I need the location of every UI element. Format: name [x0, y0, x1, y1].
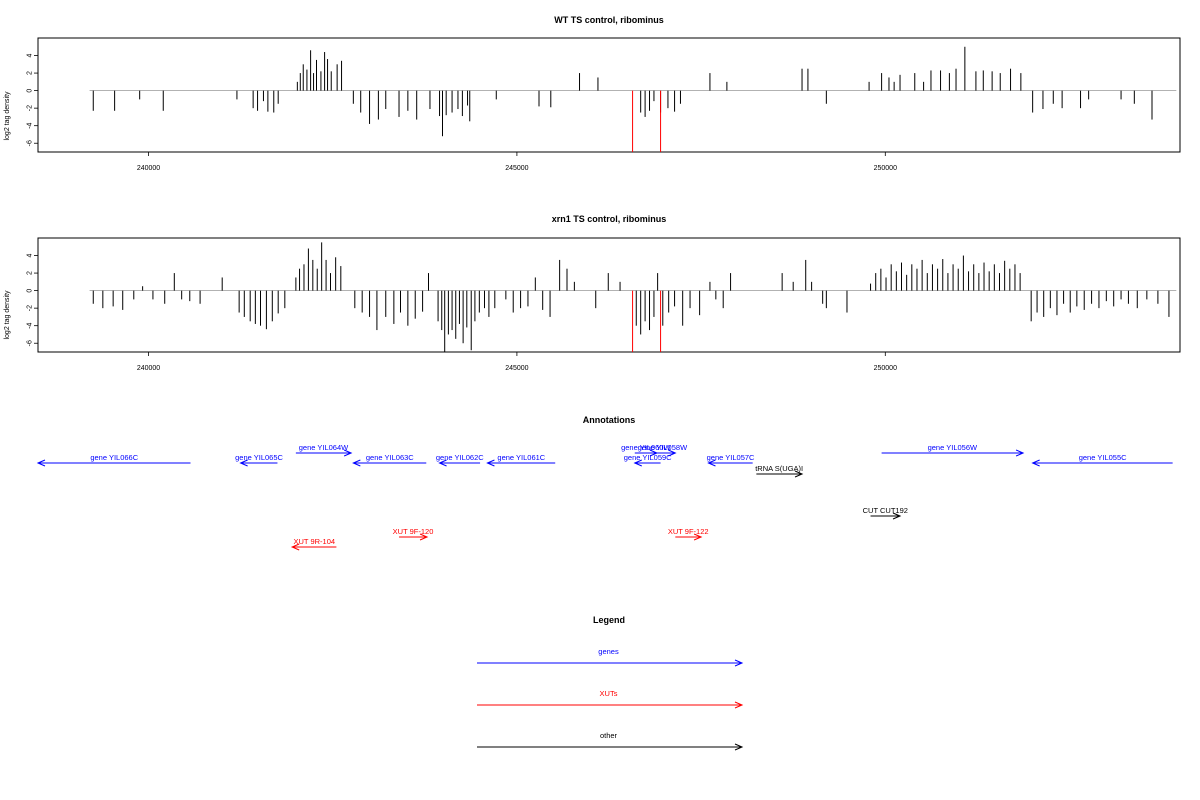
x-tick-label: 250000	[874, 165, 897, 172]
feature-label: XUT 9R-104	[294, 537, 336, 546]
chart-panel-wt: WT TS control, ribominus log2 tag densit…	[4, 15, 1181, 172]
annotation-feature: gene YIL061C	[486, 453, 556, 467]
feature-arrowhead	[707, 459, 716, 467]
feature-arrowhead	[290, 543, 300, 551]
legend-arrowhead	[734, 659, 744, 667]
y-axis-label-wt: log2 tag density	[4, 91, 11, 141]
x-tick-label: 250000	[874, 365, 897, 372]
annotation-feature: gene YIL059C	[624, 453, 672, 467]
feature-label: gene YIL055C	[1079, 453, 1127, 462]
legend-item-other: other	[477, 731, 744, 751]
plot-frame	[37, 37, 1181, 153]
legend-title: Legend	[593, 615, 625, 625]
y-tick-label: 4	[26, 253, 33, 257]
chart-title-xrn1: xrn1 TS control, ribominus	[552, 214, 667, 224]
feature-arrowhead	[633, 459, 642, 467]
annotations-track: Annotations gene YIL066C gene YIL065C gene…	[36, 415, 1173, 551]
feature-arrowhead	[239, 459, 248, 467]
feature-label: gene YIL057C	[707, 453, 755, 462]
annotation-feature: gene YIL063C	[352, 453, 427, 467]
y-tick-label: -2	[26, 105, 33, 111]
y-tick-label: -4	[26, 322, 33, 328]
legend-label: XUTs	[600, 689, 618, 698]
legend-label: other	[600, 731, 618, 740]
feature-label: gene YIL064W	[299, 443, 349, 452]
feature-arrowhead	[486, 459, 495, 467]
annotation-feature: gene YIL056W	[881, 443, 1025, 457]
y-tick-label: -4	[26, 122, 33, 128]
annotation-feature: XUT 9F-122	[668, 527, 709, 541]
chart-title-wt: WT TS control, ribominus	[554, 15, 664, 25]
y-tick-label: 2	[26, 71, 33, 75]
annotation-feature: gene YIL058W	[638, 443, 688, 457]
annotation-feature: tRNA S(UGA)I	[755, 464, 804, 478]
feature-arrowhead	[668, 449, 677, 457]
annotation-feature: XUT 9R-104	[290, 537, 337, 551]
x-tick-label: 240000	[137, 365, 160, 372]
annotations-title: Annotations	[583, 415, 636, 425]
x-tick-label: 245000	[505, 365, 528, 372]
feature-label: XUT 9F-120	[393, 527, 434, 536]
feature-label: gene YIL065C	[235, 453, 283, 462]
legend-label: genes	[598, 647, 619, 656]
feature-arrowhead	[693, 533, 703, 541]
feature-arrowhead	[1015, 449, 1025, 457]
feature-arrowhead	[438, 459, 447, 467]
annotation-feature: XUT 9F-120	[393, 527, 434, 541]
feature-label: gene YIL061C	[497, 453, 545, 462]
feature-arrowhead	[343, 449, 353, 457]
feature-arrowhead	[794, 470, 804, 478]
legend-arrowhead	[734, 743, 744, 751]
y-tick-label: 0	[26, 289, 33, 293]
legend-item-gene: genes	[477, 647, 744, 667]
legend-arrowhead	[734, 701, 744, 709]
annotation-feature: gene YIL062C	[436, 453, 484, 467]
legend-item-xut: XUTs	[477, 689, 744, 709]
annotation-feature: gene YIL057C	[707, 453, 755, 467]
feature-arrowhead	[419, 533, 429, 541]
y-tick-label: -6	[26, 340, 33, 346]
annotation-feature: gene YIL066C	[36, 453, 191, 467]
chart-panel-xrn1: xrn1 TS control, ribominus log2 tag dens…	[4, 214, 1181, 372]
annotation-feature: CUT CUT192	[863, 506, 908, 520]
x-tick-label: 240000	[137, 165, 160, 172]
feature-arrowhead	[892, 512, 902, 520]
feature-label: gene YIL063C	[366, 453, 414, 462]
feature-arrowhead	[36, 459, 46, 467]
feature-label: gene YIL058W	[638, 443, 688, 452]
feature-label: gene YIL056W	[928, 443, 978, 452]
annotation-feature: gene YIL055C	[1031, 453, 1173, 467]
feature-label: XUT 9F-122	[668, 527, 709, 536]
feature-label: gene YIL062C	[436, 453, 484, 462]
plot-frame	[37, 237, 1181, 353]
feature-label: gene YIL066C	[90, 453, 138, 462]
x-tick-label: 245000	[505, 165, 528, 172]
feature-label: tRNA S(UGA)I	[755, 464, 803, 473]
y-axis-label-xrn1: log2 tag density	[4, 290, 11, 340]
feature-label: gene YIL060W	[621, 443, 671, 452]
y-tick-label: 4	[26, 53, 33, 57]
feature-arrowhead	[352, 459, 361, 467]
y-tick-label: -6	[26, 140, 33, 146]
annotation-feature: gene YIL064W	[295, 443, 353, 457]
legend: Legend genes XUTs other	[477, 615, 744, 751]
feature-label: CUT CUT192	[863, 506, 908, 515]
y-tick-label: 0	[26, 89, 33, 93]
feature-arrowhead	[1031, 459, 1040, 467]
feature-label: gene YIL059C	[624, 453, 672, 462]
annotation-feature: gene YIL065C	[235, 453, 284, 467]
y-tick-label: 2	[26, 271, 33, 275]
y-tick-label: -2	[26, 305, 33, 311]
